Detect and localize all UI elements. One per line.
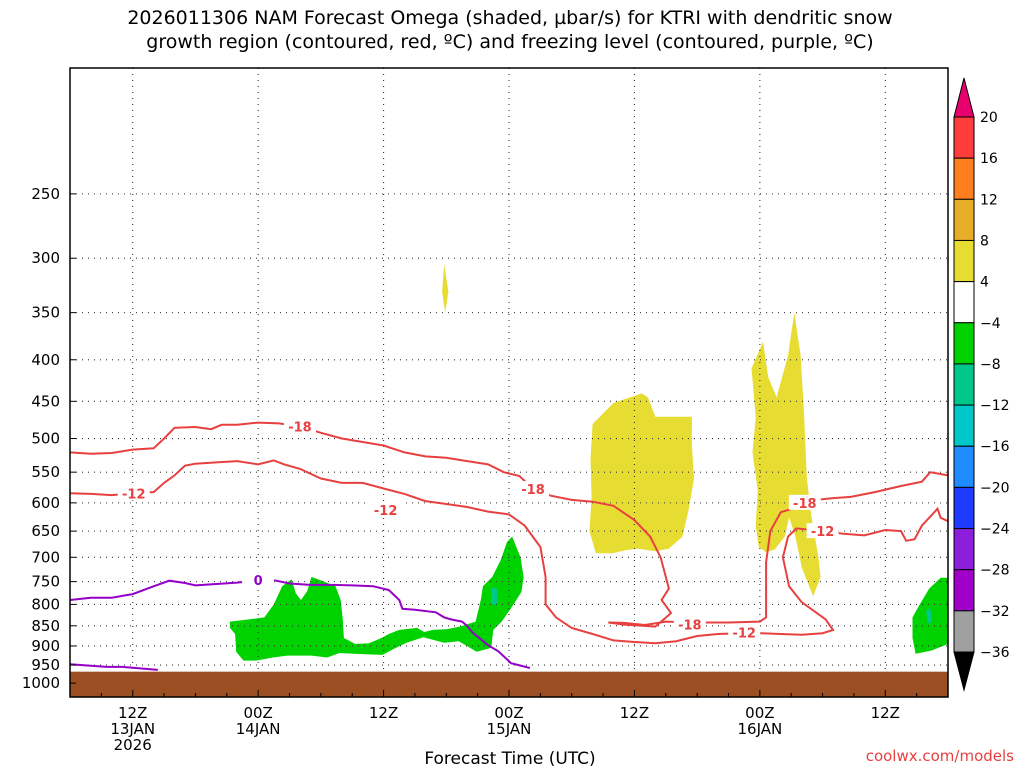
x-tick-label-h18-1: 00Z	[243, 704, 272, 722]
omega-shading-layer	[229, 264, 948, 661]
omega-region-5	[491, 587, 498, 605]
contour-label-12-a-bg	[117, 485, 150, 501]
omega-colorbar: 20 16 12 8 4 −4 −8 −12 −16 −20 −24 −28 −32 −36	[953, 77, 1010, 692]
colorbar-segment-9	[953, 445, 975, 488]
freezing-level-label-bg	[242, 572, 275, 588]
y-tick-label-800: 800	[31, 595, 60, 613]
colorbar-segment-5	[953, 281, 975, 324]
contour-label-12-d-bg	[806, 523, 839, 539]
colorbar-label-11: −24	[980, 522, 1010, 538]
colorbar-label-2: 16	[980, 151, 998, 167]
pressure-axis: 250 300 350 400 450 500 550 600 650 700 750 800 850 9…	[22, 185, 76, 692]
contour-label-12-c: -12	[732, 626, 756, 641]
colorbar-segment-1	[953, 116, 975, 159]
colorbar-label-3: 12	[980, 192, 998, 208]
dgz-contour-3	[816, 471, 949, 501]
y-tick-label-450: 450	[31, 392, 60, 410]
contour-label-12-d: -12	[811, 525, 835, 540]
y-tick-label-900: 900	[31, 637, 60, 655]
x-tick-label-h66-1: 00Z	[745, 704, 774, 722]
y-tick-label-850: 850	[31, 617, 60, 635]
plot-area: -18 -18 -18 -18 -12 -12 -12 -12 0	[69, 67, 949, 698]
x-tick-label-h42-2: 15JAN	[487, 720, 532, 738]
freezing-level-line-lower	[69, 663, 158, 671]
freezing-level-label: 0	[254, 574, 263, 589]
contour-label-18-d-bg	[788, 494, 821, 510]
x-tick-label-h6-1: 12Z	[118, 704, 147, 722]
colorbar-top-arrow	[953, 77, 975, 118]
contour-label-18-c-bg	[673, 616, 706, 632]
title-line-2: growth region (contoured, red, ºC) and f…	[146, 31, 873, 53]
omega-region-2	[589, 393, 694, 554]
omega-region-1	[442, 264, 449, 313]
colorbar-segment-7	[953, 363, 975, 406]
contour-label-18-b-bg	[517, 481, 550, 497]
colorbar-segment-13	[953, 610, 975, 653]
colorbar-label-12: −28	[980, 563, 1010, 579]
colorbar-label-14: −36	[980, 645, 1010, 661]
y-tick-label-250: 250	[31, 185, 60, 203]
contour-label-18-b: -18	[521, 483, 545, 498]
gridlines	[70, 68, 948, 697]
colorbar-segment-10	[953, 486, 975, 530]
colorbar-label-6: −4	[980, 316, 1001, 332]
y-tick-label-1000: 1000	[22, 674, 60, 692]
colorbar-bottom-arrow	[953, 651, 975, 692]
contour-label-18-a-bg	[283, 418, 316, 434]
colorbar-label-9: −16	[980, 439, 1010, 455]
x-tick-label-h66-2: 16JAN	[737, 720, 782, 738]
y-tick-label-950: 950	[31, 656, 60, 674]
colorbar-label-7: −8	[980, 357, 1001, 373]
contour-label-12-a: -12	[122, 487, 146, 502]
colorbar-label-1: 20	[980, 110, 998, 126]
y-tick-label-350: 350	[31, 304, 60, 322]
colorbar-segment-4	[953, 239, 975, 283]
contour-label-12-b-bg	[369, 501, 402, 517]
contour-label-12-b: -12	[374, 504, 398, 519]
x-axis-label: Forecast Time (UTC)	[424, 749, 595, 768]
colorbar-label-13: −32	[980, 604, 1010, 620]
colorbar-segment-3	[953, 198, 975, 241]
y-tick-label-500: 500	[31, 430, 60, 448]
x-tick-label-h42-1: 00Z	[494, 704, 523, 722]
colorbar-segment-11	[953, 528, 975, 571]
contour-label-12-c-bg	[728, 624, 761, 640]
y-tick-label-700: 700	[31, 548, 60, 566]
x-tick-label-h6-3: 2026	[114, 736, 152, 754]
contour-label-18-c: -18	[678, 619, 702, 634]
colorbar-label-5: 4	[980, 275, 989, 291]
y-tick-label-550: 550	[31, 463, 60, 481]
y-tick-label-300: 300	[31, 249, 60, 267]
y-tick-label-750: 750	[31, 573, 60, 591]
credit-text[interactable]: coolwx.com/models	[866, 747, 1014, 765]
y-tick-label-650: 650	[31, 522, 60, 540]
omega-region-3	[751, 312, 821, 597]
contour-label-18-d: -18	[793, 497, 817, 512]
omega-region-4	[229, 536, 524, 661]
y-tick-label-400: 400	[31, 351, 60, 369]
colorbar-label-10: −20	[980, 480, 1010, 496]
x-tick-label-h18-2: 14JAN	[236, 720, 281, 738]
colorbar-label-8: −12	[980, 398, 1010, 414]
x-tick-label-h54-1: 12Z	[620, 704, 649, 722]
x-tick-label-h6-2: 13JAN	[110, 720, 155, 738]
colorbar-segment-12	[953, 569, 975, 612]
colorbar-segment-8	[953, 404, 975, 447]
x-tick-label-h78-1: 12Z	[871, 704, 900, 722]
colorbar-segment-2	[953, 157, 975, 200]
colorbar-segment-6	[953, 322, 975, 365]
omega-region-7	[926, 607, 933, 624]
x-tick-label-h30-1: 12Z	[369, 704, 398, 722]
dgz-contour-2	[69, 459, 949, 645]
title-line-1: 2026011306 NAM Forecast Omega (shaded, µ…	[127, 7, 892, 29]
freezing-level-line	[69, 579, 531, 669]
contour-layer: -18 -18 -18 -18 -12 -12 -12 -12 0	[69, 418, 949, 671]
colorbar-label-4: 8	[980, 233, 989, 249]
contour-label-18-a: -18	[288, 420, 312, 435]
y-tick-label-600: 600	[31, 494, 60, 512]
